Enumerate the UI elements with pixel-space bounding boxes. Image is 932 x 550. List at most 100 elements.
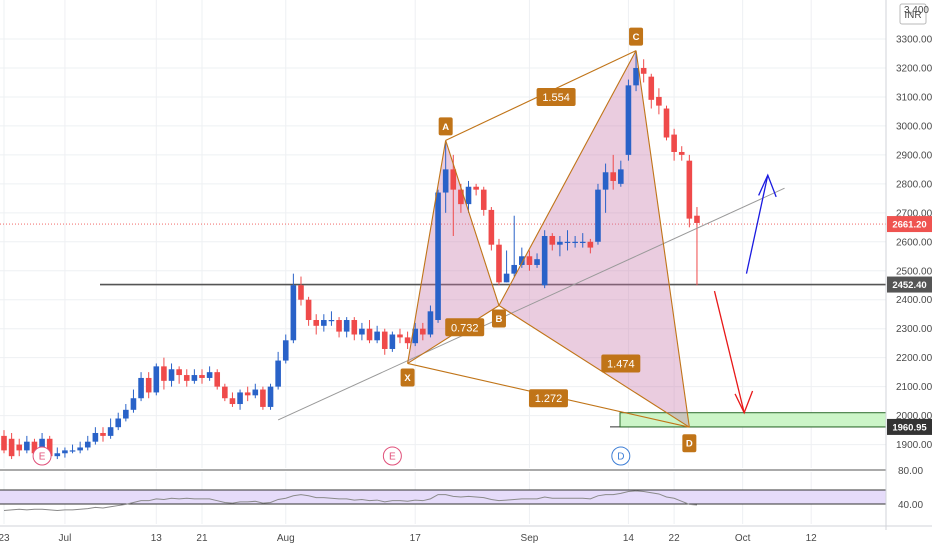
candle-body <box>694 215 700 223</box>
ratio-text: 0.732 <box>451 322 479 334</box>
candle-body <box>161 366 167 381</box>
candle-body <box>420 328 426 335</box>
candle-body <box>31 441 38 454</box>
time-tick-label: 17 <box>410 533 422 544</box>
candle-body <box>686 160 693 219</box>
candle-body <box>244 392 251 396</box>
support-price-badge-text: 2452.40 <box>892 280 926 291</box>
candle-body <box>328 320 335 322</box>
ratio-box <box>601 354 641 373</box>
candle-body <box>84 441 91 448</box>
event-marker[interactable]: E <box>382 446 402 466</box>
pattern-leg-xa <box>407 140 447 364</box>
candle-body <box>397 334 403 338</box>
point-c: C <box>629 27 644 46</box>
candle-body <box>648 76 655 100</box>
candle-body <box>389 334 396 349</box>
candle-body <box>633 67 639 86</box>
candle-body <box>183 375 190 381</box>
time-axis[interactable]: 23 Jul 13 21 Aug 17 Sep 14 22 Oct 12 <box>0 525 932 544</box>
candle-body <box>321 320 327 326</box>
point-a-label: A <box>442 122 449 133</box>
candle-body <box>8 438 15 457</box>
time-tick-label: 21 <box>196 533 208 544</box>
time-tick-label: 22 <box>669 533 681 544</box>
candle-body <box>579 241 586 243</box>
target-price-badge-box <box>887 418 932 435</box>
candle-body <box>267 386 274 407</box>
candle-body <box>404 337 411 344</box>
rsi-pane <box>0 469 886 511</box>
price-tick-label: 2300.00 <box>896 324 932 335</box>
price-axis[interactable]: 3300.00 3200.00 3100.00 3000.00 2900.00 2800.… <box>885 0 932 530</box>
candle-body <box>564 241 571 243</box>
candle-body <box>572 241 578 243</box>
event-label: D <box>617 452 624 463</box>
candle-body <box>656 96 662 106</box>
candle-body <box>640 67 647 74</box>
rsi-band <box>0 490 886 504</box>
event-marker[interactable]: E <box>32 446 52 466</box>
ratio-text: 1.272 <box>535 393 563 405</box>
candle-body <box>458 189 464 205</box>
ratio-label: 1.554 <box>536 87 576 106</box>
target-price-badge: 1960.95 <box>887 418 932 435</box>
time-tick-label: Oct <box>735 533 751 544</box>
point-a: A <box>438 117 453 136</box>
event-circle <box>382 446 402 466</box>
price-tick-label: 3100.00 <box>896 92 932 103</box>
time-tick-label: Sep <box>521 533 539 544</box>
projection-arrows <box>713 173 777 415</box>
target-zone <box>619 412 887 428</box>
point-d: D <box>682 434 697 453</box>
partial-top-tick: 3,400 <box>904 5 929 16</box>
candle-body <box>199 375 205 378</box>
candle-body <box>557 241 563 245</box>
candlestick-series <box>1 50 700 460</box>
candle-body <box>473 186 479 190</box>
candle-body <box>54 453 61 457</box>
candle-body <box>100 432 106 436</box>
ratio-label: 0.732 <box>445 318 485 337</box>
point-a-box <box>438 117 453 136</box>
candle-body <box>168 369 175 381</box>
candle-body <box>115 418 122 428</box>
candle-body <box>663 108 670 138</box>
last-price-badge-box <box>887 216 932 233</box>
candle-body <box>290 285 297 341</box>
last-price-badge: 2661.20 <box>887 216 932 233</box>
candle-body <box>39 438 45 451</box>
price-tick-label: 1900.00 <box>896 440 932 451</box>
candle-body <box>519 256 525 265</box>
bullish-arrow <box>745 175 769 274</box>
candle-body <box>77 447 83 451</box>
candle-body <box>465 186 472 205</box>
candle-body <box>450 169 457 190</box>
candle-body <box>16 444 23 451</box>
candle-body <box>214 372 221 387</box>
candle-body <box>366 328 373 341</box>
candle-body <box>541 235 548 286</box>
time-tick-label: 23 <box>0 533 10 544</box>
price-tick-label: 2200.00 <box>896 353 932 364</box>
candle-body <box>343 320 350 332</box>
candle-body <box>511 264 518 274</box>
point-x: X <box>400 368 415 387</box>
currency-badge-label: INR <box>904 10 921 21</box>
candle-body <box>526 256 533 265</box>
point-c-label: C <box>633 32 640 43</box>
candle-body <box>678 151 685 155</box>
ratio-label: 1.474 <box>601 354 641 373</box>
event-marker[interactable]: D <box>611 446 631 466</box>
price-tick-label: 3200.00 <box>896 63 932 74</box>
candle-body <box>595 189 601 242</box>
price-tick-label: 3000.00 <box>896 121 932 132</box>
bearish-arrow-head <box>734 390 754 415</box>
candle-body <box>229 398 236 405</box>
event-circle <box>611 446 631 466</box>
candle-body <box>671 134 677 152</box>
price-tick-label: 2700.00 <box>896 208 932 219</box>
currency-badge[interactable]: INR <box>899 3 927 25</box>
